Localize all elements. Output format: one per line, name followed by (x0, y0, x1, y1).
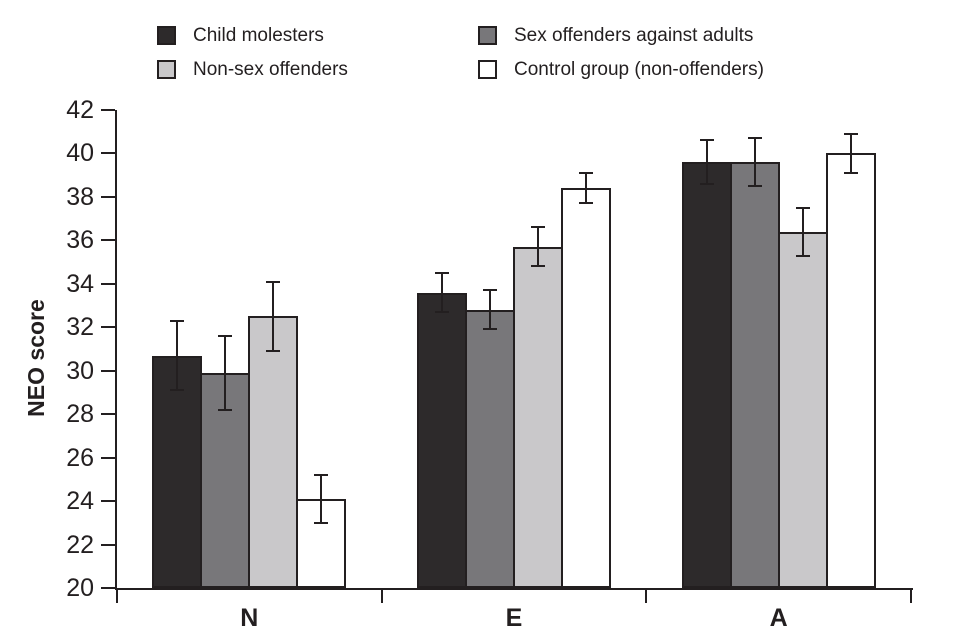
y-tick-label: 22 (66, 530, 94, 559)
y-tick-label: 42 (66, 96, 94, 124)
error-cap-top-e-control-group-non-offenders (579, 172, 593, 174)
bar-a-control-group-non-offenders (825, 153, 876, 588)
error-line-n-child-molesters (176, 320, 179, 391)
bar-e-sex-offenders-against-adults (465, 309, 515, 588)
legend-swatch-control-group-non-offenders (478, 60, 497, 79)
error-line-a-child-molesters (705, 140, 708, 184)
error-line-e-child-molesters (441, 272, 443, 313)
y-tick-label: 34 (66, 269, 94, 298)
error-line-a-non-sex-offenders (801, 207, 804, 256)
y-tick (101, 369, 115, 372)
y-tick-label: 26 (66, 443, 94, 472)
y-tick-label: 20 (66, 574, 94, 602)
legend-label-non-sex-offenders: Non-sex offenders (193, 59, 348, 80)
y-tick (101, 543, 115, 546)
error-cap-bottom-n-child-molesters (170, 389, 185, 392)
error-cap-bottom-n-control-group-non-offenders (314, 521, 329, 524)
error-cap-top-e-sex-offenders-against-adults (483, 289, 497, 292)
error-cap-bottom-e-control-group-non-offenders (579, 202, 593, 205)
y-axis-line (115, 110, 117, 590)
y-tick (101, 239, 115, 242)
error-line-a-sex-offenders-against-adults (753, 138, 756, 187)
y-tick (101, 195, 115, 198)
y-tick-label: 40 (66, 139, 94, 168)
legend-label-sex-offenders-against-adults: Sex offenders against adults (514, 25, 754, 46)
bar-a-child-molesters (681, 162, 732, 588)
y-tick-label: 38 (66, 182, 94, 211)
legend-swatch-non-sex-offenders (157, 60, 176, 79)
error-cap-bottom-e-sex-offenders-against-adults (483, 328, 497, 331)
error-cap-bottom-e-non-sex-offenders (531, 265, 545, 268)
error-cap-top-a-control-group-non-offenders (843, 132, 858, 135)
y-tick (101, 152, 115, 155)
x-tick (645, 590, 648, 603)
legend-swatch-sex-offenders-against-adults (478, 26, 497, 45)
legend-item-sex-offenders-against-adults: Sex offenders against adults (478, 26, 764, 45)
y-tick (101, 413, 115, 416)
x-axis-line (115, 588, 913, 590)
error-cap-top-n-non-sex-offenders (266, 280, 281, 283)
error-cap-bottom-a-control-group-non-offenders (843, 172, 858, 174)
error-cap-bottom-a-non-sex-offenders (795, 254, 810, 257)
bar-a-sex-offenders-against-adults (729, 162, 780, 588)
bar-e-control-group-non-offenders (561, 188, 611, 588)
error-line-e-non-sex-offenders (537, 227, 539, 267)
error-cap-top-n-control-group-non-offenders (314, 474, 329, 477)
error-cap-bottom-a-sex-offenders-against-adults (747, 185, 762, 188)
y-tick (101, 456, 115, 459)
error-line-n-control-group-non-offenders (320, 475, 323, 523)
x-tick (380, 590, 383, 603)
error-cap-top-a-child-molesters (699, 139, 714, 142)
legend-item-non-sex-offenders: Non-sex offenders (157, 60, 478, 79)
bar-e-non-sex-offenders (513, 246, 563, 588)
error-cap-bottom-e-child-molesters (435, 311, 449, 314)
x-tick (910, 590, 912, 603)
y-tick (101, 587, 115, 589)
error-line-n-non-sex-offenders (272, 281, 275, 352)
y-tick-label: 32 (66, 313, 94, 342)
y-tick (101, 500, 115, 503)
error-cap-top-e-child-molesters (435, 271, 449, 274)
legend-label-child-molesters: Child molesters (193, 25, 324, 46)
chart-legend: Child molesters Sex offenders against adu… (157, 26, 764, 79)
error-line-e-sex-offenders-against-adults (489, 290, 491, 330)
legend-swatch-child-molesters (157, 26, 176, 45)
legend-item-child-molesters: Child molesters (157, 26, 478, 45)
y-tick-label: 28 (66, 400, 94, 429)
y-tick-label: 24 (66, 487, 94, 516)
x-category-label-n: N (240, 604, 259, 632)
error-line-e-control-group-non-offenders (585, 173, 587, 204)
error-cap-bottom-a-child-molesters (699, 182, 714, 185)
y-tick (101, 109, 115, 111)
error-cap-top-a-non-sex-offenders (795, 206, 810, 209)
legend-label-control-group-non-offenders: Control group (non-offenders) (514, 59, 764, 80)
error-cap-bottom-n-non-sex-offenders (266, 350, 281, 353)
error-line-a-control-group-non-offenders (849, 133, 852, 173)
y-tick-label: 36 (66, 226, 94, 255)
error-line-n-sex-offenders-against-adults (224, 335, 227, 410)
y-tick-label: 30 (66, 356, 94, 385)
error-cap-bottom-n-sex-offenders-against-adults (218, 408, 233, 411)
bar-a-non-sex-offenders (777, 231, 828, 588)
x-category-label-a: A (769, 604, 788, 632)
error-cap-top-e-non-sex-offenders (531, 226, 545, 229)
y-tick (101, 326, 115, 329)
bar-e-child-molesters (417, 292, 467, 588)
y-tick (101, 282, 115, 285)
error-cap-top-n-child-molesters (170, 319, 185, 322)
x-category-label-e: E (505, 604, 523, 632)
legend-item-control-group-non-offenders: Control group (non-offenders) (478, 60, 764, 79)
bar-n-non-sex-offenders (248, 316, 299, 588)
error-cap-top-a-sex-offenders-against-adults (747, 137, 762, 140)
error-cap-top-n-sex-offenders-against-adults (218, 334, 233, 337)
x-tick (116, 590, 118, 603)
